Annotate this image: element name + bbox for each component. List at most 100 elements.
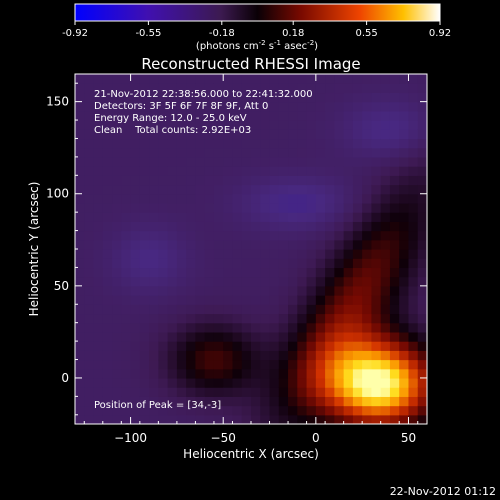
heatmap-cell xyxy=(260,377,271,388)
heatmap-cell xyxy=(102,129,113,140)
heatmap-cell xyxy=(195,175,206,186)
heatmap-cell xyxy=(130,350,141,361)
heatmap-cell xyxy=(251,387,261,397)
heatmap-cell xyxy=(75,138,85,149)
heatmap-cell xyxy=(278,285,289,296)
heatmap-cell xyxy=(278,221,289,232)
heatmap-cell xyxy=(343,175,354,186)
heatmap-cell xyxy=(278,304,289,315)
heatmap-cell xyxy=(408,396,419,407)
heatmap-cell xyxy=(389,74,400,84)
heatmap-cell xyxy=(343,202,354,213)
heatmap-cell xyxy=(408,110,419,121)
heatmap-cell xyxy=(343,285,354,296)
heatmap-cell xyxy=(315,350,326,361)
heatmap-cell xyxy=(399,322,410,333)
heatmap-cell xyxy=(352,285,363,296)
heatmap-cell xyxy=(288,202,298,213)
x-tick-label: 50 xyxy=(401,431,416,445)
heatmap-cell xyxy=(186,258,197,269)
heatmap-cell xyxy=(297,166,308,176)
heatmap-cell xyxy=(102,101,113,112)
heatmap-cell xyxy=(288,129,298,140)
heatmap-cell xyxy=(149,156,159,167)
heatmap-cell xyxy=(269,193,280,204)
heatmap-cell xyxy=(112,341,122,351)
heatmap-cell xyxy=(417,147,427,158)
heatmap-cell xyxy=(399,267,410,278)
heatmap-cell xyxy=(232,166,243,176)
heatmap-cell xyxy=(204,202,215,213)
heatmap-cell xyxy=(93,322,104,333)
heatmap-cell xyxy=(167,110,178,121)
heatmap-cell xyxy=(251,341,261,351)
heatmap-cell xyxy=(269,156,280,167)
heatmap-cell xyxy=(232,120,243,130)
heatmap-cell xyxy=(121,267,132,278)
heatmap-cell xyxy=(343,129,354,140)
heatmap-cell xyxy=(399,175,410,186)
heatmap-cell xyxy=(343,322,354,333)
heatmap-cell xyxy=(149,276,159,287)
heatmap-cell xyxy=(417,138,427,149)
heatmap-cell xyxy=(167,184,178,195)
heatmap-cell xyxy=(232,387,243,397)
heatmap-cell xyxy=(167,285,178,296)
heatmap-cell xyxy=(297,239,308,250)
heatmap-cell xyxy=(306,120,317,130)
heatmap-cell xyxy=(315,147,326,158)
heatmap-cell xyxy=(195,276,206,287)
heatmap-cell xyxy=(149,341,159,351)
heatmap-cell xyxy=(176,285,187,296)
heatmap-cell xyxy=(121,221,132,232)
heatmap-cell xyxy=(149,101,159,112)
heatmap-cell xyxy=(130,377,141,388)
heatmap-cell xyxy=(288,249,298,259)
heatmap-cell xyxy=(278,74,289,84)
heatmap-cell xyxy=(241,377,252,388)
heatmap-cell xyxy=(195,212,206,222)
heatmap-cell xyxy=(241,74,252,84)
heatmap-cell xyxy=(399,387,410,397)
heatmap-cell xyxy=(343,331,354,342)
heatmap-cell xyxy=(158,387,169,397)
heatmap-cell xyxy=(343,138,354,149)
heatmap-cell xyxy=(269,414,280,424)
heatmap-cell xyxy=(167,129,178,140)
heatmap-cell xyxy=(362,129,373,140)
heatmap-cell xyxy=(399,92,410,103)
heatmap-cell xyxy=(343,249,354,259)
heatmap-cell xyxy=(121,258,132,269)
heatmap-cell xyxy=(306,414,317,424)
heatmap-cell xyxy=(213,350,224,361)
heatmap-cell xyxy=(362,322,373,333)
heatmap-cell xyxy=(260,387,271,397)
heatmap-cell xyxy=(176,129,187,140)
heatmap-cell xyxy=(84,377,95,388)
heatmap-cell xyxy=(121,396,132,407)
heatmap-cell xyxy=(408,239,419,250)
heatmap-cell xyxy=(167,101,178,112)
heatmap-cell xyxy=(288,276,298,287)
heatmap-cell xyxy=(204,230,215,241)
heatmap-cell xyxy=(343,387,354,397)
heatmap-cell xyxy=(158,414,169,424)
heatmap-cell xyxy=(223,74,234,84)
heatmap-cell xyxy=(315,285,326,296)
heatmap-cell xyxy=(334,120,345,130)
heatmap-cell xyxy=(75,249,85,259)
heatmap-cell xyxy=(251,331,261,342)
heatmap-cell xyxy=(186,230,197,241)
heatmap-cell xyxy=(241,212,252,222)
heatmap-cell xyxy=(84,285,95,296)
heatmap-cell xyxy=(112,350,122,361)
heatmap-cell xyxy=(269,101,280,112)
heatmap-cell xyxy=(260,110,271,121)
heatmap-cell xyxy=(186,322,197,333)
heatmap-cell xyxy=(251,202,261,213)
heatmap-cell xyxy=(352,239,363,250)
heatmap-cell xyxy=(167,387,178,397)
heatmap-cell xyxy=(204,258,215,269)
heatmap-cell xyxy=(269,166,280,176)
heatmap-cell xyxy=(408,92,419,103)
